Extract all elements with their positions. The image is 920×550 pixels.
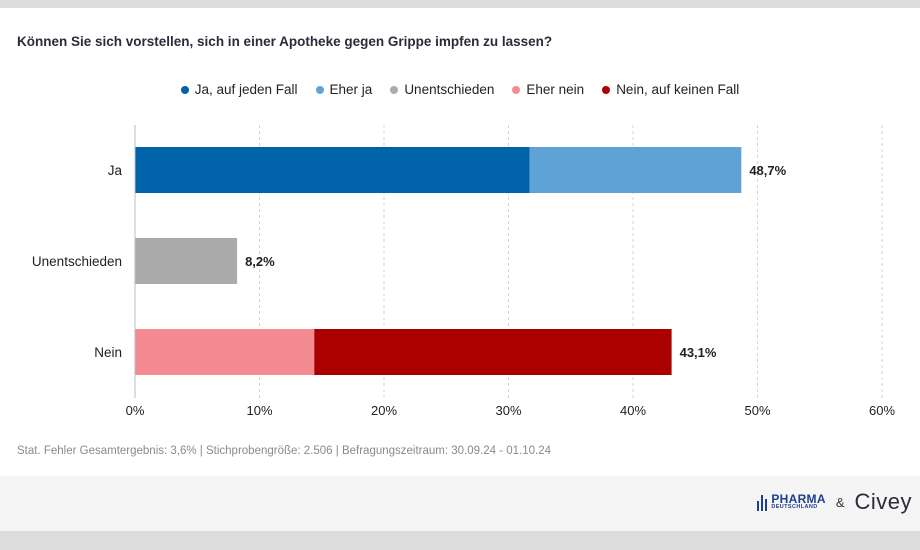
bar-segment xyxy=(135,238,238,284)
legend-swatch xyxy=(512,85,521,94)
data-label: 48,7% xyxy=(749,163,786,178)
pharma-logo-text: PHARMA xyxy=(771,492,826,507)
data-label: 8,2% xyxy=(245,254,275,269)
bar-segment xyxy=(135,329,315,375)
legend-label: Ja, auf jeden Fall xyxy=(194,82,298,97)
pharma-bars-icon xyxy=(757,493,768,511)
bar-segment xyxy=(314,329,672,375)
legend-swatch xyxy=(180,85,189,94)
legend-swatch xyxy=(602,85,611,94)
ampersand: & xyxy=(835,494,845,510)
legend-item-nein-auf-keinen-fall: Nein, auf keinen Fall xyxy=(602,82,739,97)
x-tick-label: 20% xyxy=(371,403,397,418)
x-tick-label: 30% xyxy=(495,403,521,418)
legend-item-eher-nein: Eher nein xyxy=(512,82,584,97)
bottom-border xyxy=(0,531,920,550)
top-border xyxy=(0,0,920,8)
chart-legend: Ja, auf jeden Fall Eher ja Unentschieden… xyxy=(0,82,920,97)
footnote: Stat. Fehler Gesamtergebnis: 3,6% | Stic… xyxy=(17,445,552,457)
legend-label: Eher ja xyxy=(329,82,373,97)
category-label: Unentschieden xyxy=(32,254,122,269)
legend-label: Unentschieden xyxy=(404,82,495,97)
x-tick-label: 10% xyxy=(246,403,272,418)
branding: PHARMA DEUTSCHLAND & Civey xyxy=(757,489,912,515)
x-tick-label: 50% xyxy=(744,403,770,418)
chart-title: Können Sie sich vorstellen, sich in eine… xyxy=(17,34,553,49)
legend-label: Nein, auf keinen Fall xyxy=(616,82,740,97)
x-tick-label: 0% xyxy=(126,403,145,418)
legend-item-ja-auf-jeden-fall: Ja, auf jeden Fall xyxy=(180,82,298,97)
pharma-logo-subtext: DEUTSCHLAND xyxy=(771,504,818,511)
bar-segment xyxy=(529,147,742,193)
x-tick-label: 60% xyxy=(869,403,895,418)
legend-item-eher-ja: Eher ja xyxy=(315,82,373,97)
x-tick-label: 40% xyxy=(620,403,646,418)
legend-swatch xyxy=(390,85,399,94)
category-label: Ja xyxy=(108,163,123,178)
legend-swatch xyxy=(315,85,324,94)
data-label: 43,1% xyxy=(680,345,717,360)
pharma-deutschland-logo: PHARMA DEUTSCHLAND xyxy=(757,492,826,511)
bar-chart: 0% 10% 20% 30% 40% 50% 60% Ja 48,7% Unentschieden… xyxy=(32,125,895,418)
legend-label: Eher nein xyxy=(526,82,585,97)
bar-segment xyxy=(135,147,530,193)
legend-item-unentschieden: Unentschieden xyxy=(390,82,494,97)
category-label: Nein xyxy=(94,345,122,360)
civey-logo: Civey xyxy=(854,489,912,514)
